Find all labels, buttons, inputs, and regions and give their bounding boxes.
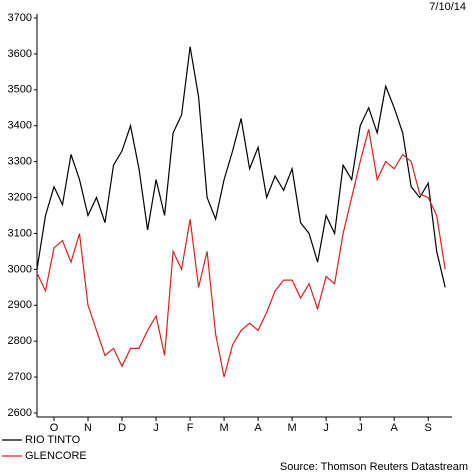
x-tick-label: J — [323, 422, 329, 434]
y-tick-label: 3500 — [8, 84, 32, 96]
y-tick-label: 3100 — [8, 227, 32, 239]
y-tick-label: 3600 — [8, 48, 32, 60]
y-tick-label: 2800 — [8, 335, 32, 347]
x-tick-label: S — [425, 422, 432, 434]
y-tick-label: 3700 — [8, 12, 32, 24]
x-tick-label: A — [254, 422, 262, 434]
legend-label: RIO TINTO — [25, 434, 81, 446]
y-tick-label: 2900 — [8, 299, 32, 311]
y-tick-label: 3300 — [8, 156, 32, 168]
x-tick-label: J — [153, 422, 159, 434]
series-line — [36, 129, 446, 378]
y-tick-label: 3000 — [8, 263, 32, 275]
x-tick-label: J — [357, 422, 363, 434]
y-tick-label: 2700 — [8, 371, 32, 383]
y-tick-label: 2600 — [8, 407, 32, 419]
x-tick-label: A — [391, 422, 399, 434]
date-label: 7/10/14 — [429, 1, 466, 13]
x-tick-label: F — [187, 422, 194, 434]
x-tick-label: N — [84, 422, 92, 434]
x-tick-label: M — [288, 422, 297, 434]
x-tick-label: M — [220, 422, 229, 434]
legend-label: GLENCORE — [25, 450, 87, 462]
y-tick-label: 3200 — [8, 191, 32, 203]
x-tick-label: D — [118, 422, 126, 434]
series-line — [36, 46, 446, 288]
x-tick-label: O — [50, 422, 59, 434]
y-tick-label: 3400 — [8, 120, 32, 132]
source-label: Source: Thomson Reuters Datastream — [280, 461, 468, 473]
